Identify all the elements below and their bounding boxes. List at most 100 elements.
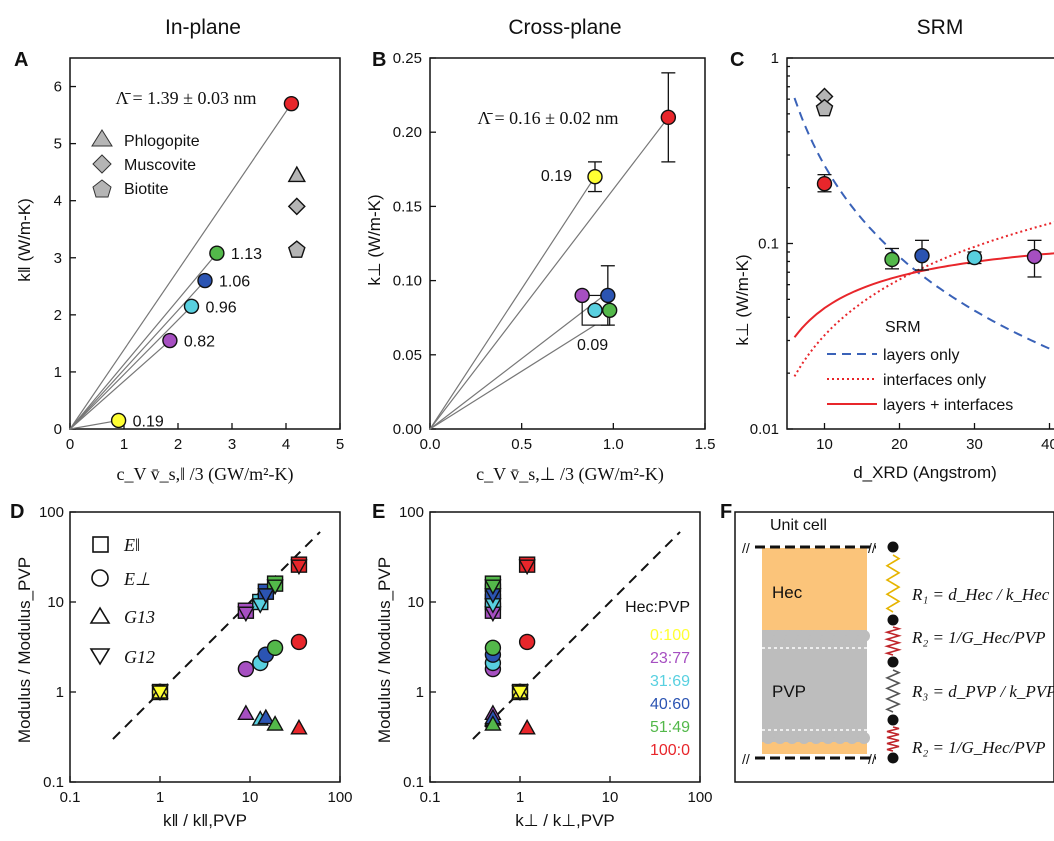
panel-e-ytick-label: 100 bbox=[399, 504, 424, 521]
panel-b-ytick-label: 0.05 bbox=[393, 347, 422, 364]
interface-bump bbox=[774, 630, 786, 642]
resistor-r2 bbox=[887, 627, 899, 655]
panel-a-ytick-label: 4 bbox=[54, 193, 62, 210]
circuit-node bbox=[888, 753, 899, 764]
panel-c-mineral-biotite bbox=[817, 100, 833, 116]
panel-c-xtick-label: 20 bbox=[891, 436, 908, 453]
legend-layers-interfaces: layers + interfaces bbox=[883, 397, 1013, 414]
circuit-node bbox=[888, 715, 899, 726]
r2-equation: R₂ = 1/G_Hec/PVP bbox=[911, 628, 1046, 647]
panel-e-legend-40-60: 40:60 bbox=[650, 696, 690, 713]
panel-b-point bbox=[575, 288, 589, 302]
circuit-node bbox=[888, 615, 899, 626]
panel-b-xtick-label: 0.5 bbox=[511, 436, 532, 453]
panel-c-ylabel: k⊥ (W/m-K) bbox=[733, 254, 752, 345]
panel-c-curve-layers-only bbox=[795, 98, 1054, 364]
panel-e-legend-31-69: 31:69 bbox=[650, 673, 690, 690]
panel-a-mineral-biotite bbox=[289, 241, 305, 257]
panel-a-mineral-phlogopite bbox=[289, 167, 305, 181]
panel-e-ytick-label: 0.1 bbox=[403, 774, 424, 791]
hec-label: Hec bbox=[772, 583, 803, 602]
panel-b-label-bottom: 0.09 bbox=[577, 337, 608, 354]
panel-a-xtick-label: 0 bbox=[66, 436, 74, 453]
panel-a-point-label: 0.82 bbox=[184, 334, 215, 351]
panel-a-point bbox=[210, 246, 224, 260]
panel-d-point-circle bbox=[291, 634, 306, 649]
panel-b-annotation: Λ̄ = 0.16 ± 0.02 nm bbox=[477, 108, 618, 128]
panel-e-plot: k⊥ / k⊥,PVP Modulus / Modulus_PVP Hec:PV… bbox=[375, 504, 713, 830]
panel-e-xtick-label: 10 bbox=[602, 789, 619, 806]
panel-e-xtick-label: 100 bbox=[687, 789, 712, 806]
panel-e-legend-23-77: 23:77 bbox=[650, 650, 690, 667]
panel-letter-e: E bbox=[372, 501, 385, 523]
panel-d-xtick-label: 1 bbox=[156, 789, 164, 806]
panel-a-title: In-plane bbox=[165, 16, 241, 39]
panel-b-xtick-label: 1.5 bbox=[695, 436, 716, 453]
panel-d-point-circle bbox=[268, 640, 283, 655]
panel-a-xtick-label: 2 bbox=[174, 436, 182, 453]
panel-b-xlabel: c_V v̄_s,⊥ /3 (GW/m²-K) bbox=[476, 464, 664, 485]
panel-e-xlabel: k⊥ / k⊥,PVP bbox=[515, 811, 615, 830]
panel-d-plot: k‖ / k‖,PVP Modulus / Modulus_PVP E‖ E⊥ … bbox=[15, 504, 353, 830]
panel-b-ytick-label: 0.00 bbox=[393, 421, 422, 438]
panel-d-ytick-label: 10 bbox=[47, 594, 64, 611]
panel-d-xtick-label: 10 bbox=[242, 789, 259, 806]
panel-a-ytick-label: 0 bbox=[54, 421, 62, 438]
panel-b-ytick-label: 0.20 bbox=[393, 124, 422, 141]
panel-e-xtick-label: 1 bbox=[516, 789, 524, 806]
panel-b-ylabel: k⊥ (W/m-K) bbox=[365, 194, 384, 285]
panel-f-diagram: Unit cell // // // // Hec PVP R₁ = d_Hec… bbox=[735, 512, 1054, 782]
panel-a-mineral-muscovite bbox=[289, 198, 305, 214]
panel-e-ytick-label: 10 bbox=[407, 594, 424, 611]
resistor-r2-bottom bbox=[887, 727, 899, 751]
interface-bump bbox=[858, 732, 870, 744]
legend-e-perp: E⊥ bbox=[123, 569, 151, 589]
panel-d-identity-line bbox=[113, 532, 320, 739]
panel-a-point bbox=[185, 299, 199, 313]
panel-b-title: Cross-plane bbox=[508, 16, 621, 39]
interface-bump bbox=[822, 732, 834, 744]
panel-b-fit-line bbox=[430, 117, 668, 429]
panel-a-ytick-label: 5 bbox=[54, 136, 62, 153]
panel-a-fit-line bbox=[70, 104, 291, 429]
panel-b-point bbox=[601, 288, 615, 302]
legend-muscovite: Muscovite bbox=[124, 157, 196, 174]
panel-b-xtick-label: 0.0 bbox=[420, 436, 441, 453]
panel-e-point-circle bbox=[520, 634, 535, 649]
interface-bump bbox=[786, 732, 798, 744]
panel-c-plot: d_XRD (Angstrom) k⊥ (W/m-K) SRM layers o… bbox=[733, 50, 1054, 482]
resistor-r3 bbox=[887, 670, 899, 712]
panel-a-ylabel: k‖ (W/m-K) bbox=[15, 198, 34, 282]
panel-a-point-label: 0.19 bbox=[133, 413, 164, 430]
panel-c-ytick-label: 1 bbox=[771, 50, 779, 67]
panel-a-ytick-label: 3 bbox=[54, 250, 62, 267]
panel-b-point bbox=[588, 303, 602, 317]
legend-biotite-marker bbox=[93, 180, 111, 197]
interface-bump bbox=[798, 732, 810, 744]
legend-e-parallel: E‖ bbox=[123, 535, 140, 555]
panel-c-xtick-label: 30 bbox=[966, 436, 983, 453]
r1-equation: R₁ = d_Hec / k_Hec bbox=[911, 585, 1050, 604]
panel-b-point bbox=[661, 110, 675, 124]
panel-d-ytick-label: 1 bbox=[56, 684, 64, 701]
panel-c-xlabel: d_XRD (Angstrom) bbox=[853, 463, 997, 482]
panel-d-ylabel: Modulus / Modulus_PVP bbox=[15, 557, 34, 743]
panel-a-xtick-label: 1 bbox=[120, 436, 128, 453]
panel-a-point-label: 0.96 bbox=[206, 299, 237, 316]
legend-g13-marker bbox=[91, 608, 109, 623]
break-mark-br: // bbox=[868, 751, 876, 767]
interface-bump bbox=[834, 630, 846, 642]
panel-letter-f: F bbox=[720, 501, 732, 523]
panel-letter-c: C bbox=[730, 49, 744, 71]
panel-c-point bbox=[915, 249, 929, 263]
panel-a-xtick-label: 4 bbox=[282, 436, 290, 453]
panel-a-plot: Λ̄ = 1.39 ± 0.03 nm c_V v̄_s,‖ /3 (GW/m²… bbox=[15, 58, 344, 485]
panel-c-xtick-label: 10 bbox=[816, 436, 833, 453]
panel-d-point-triangle bbox=[291, 720, 306, 734]
legend-g12: G12 bbox=[124, 647, 155, 667]
legend-e-perp-marker bbox=[92, 570, 108, 586]
panel-b-xtick-label: 1.0 bbox=[603, 436, 624, 453]
panel-e-point-circle bbox=[485, 640, 500, 655]
pvp-label: PVP bbox=[772, 682, 806, 701]
